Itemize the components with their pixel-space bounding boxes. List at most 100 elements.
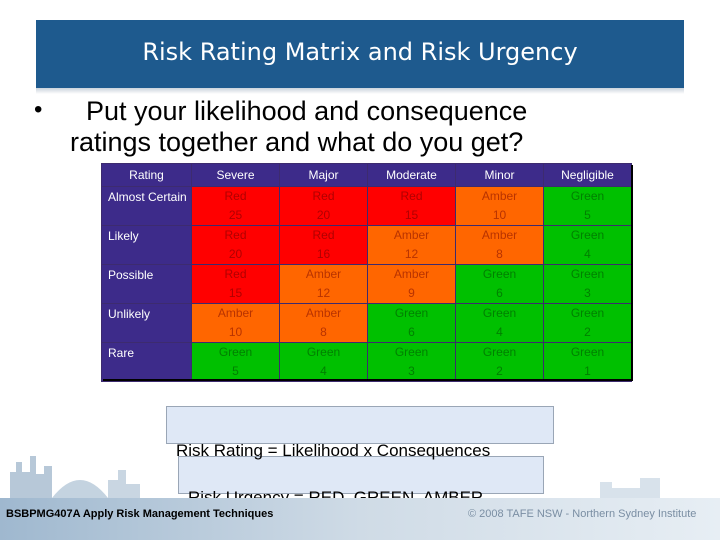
- risk-cell: Green 4: [543, 225, 632, 265]
- footer-skyline-graphic: [0, 456, 720, 540]
- risk-cell: Green 6: [367, 303, 456, 343]
- row-header-likelihood: Almost Certain: [101, 186, 192, 226]
- column-header: Moderate: [367, 163, 456, 187]
- table-row: Likely Red 20 Red 16 Amber 12 Amber 8 Green 4: [101, 225, 632, 265]
- risk-cell-rating: Green: [218, 345, 253, 359]
- risk-cell-value: 4: [496, 325, 503, 339]
- risk-cell: Red 15: [191, 264, 280, 304]
- risk-cell-rating: Green: [570, 345, 605, 359]
- risk-cell-value: 12: [404, 247, 419, 261]
- risk-cell-value: 1: [584, 364, 591, 378]
- column-header: Minor: [455, 163, 544, 187]
- risk-cell-rating: Green: [570, 267, 605, 281]
- risk-cell-rating: Red: [224, 189, 247, 203]
- table-row: Possible Red 15 Amber 12 Amber 9 Green 6 Green 3: [101, 264, 632, 304]
- slide-title: Risk Rating Matrix and Risk Urgency: [142, 38, 578, 66]
- risk-cell-rating: Green: [482, 267, 517, 281]
- risk-cell-value: 8: [496, 247, 503, 261]
- column-header: Negligible: [543, 163, 632, 187]
- risk-cell-value: 3: [408, 364, 415, 378]
- risk-cell: Green 3: [543, 264, 632, 304]
- footer-copyright: © 2008 TAFE NSW - Northern Sydney Instit…: [468, 508, 697, 520]
- risk-cell-value: 3: [584, 286, 591, 300]
- risk-cell-rating: Green: [570, 306, 605, 320]
- risk-cell-value: 2: [584, 325, 591, 339]
- row-header-likelihood: Rare: [101, 342, 192, 382]
- title-bar: Risk Rating Matrix and Risk Urgency: [36, 20, 684, 88]
- risk-cell: Red 16: [279, 225, 368, 265]
- risk-cell: Amber 12: [279, 264, 368, 304]
- risk-cell: Green 2: [455, 342, 544, 382]
- risk-cell-rating: Green: [306, 345, 341, 359]
- column-header: Major: [279, 163, 368, 187]
- risk-cell: Red 25: [191, 186, 280, 226]
- risk-cell: Red 20: [279, 186, 368, 226]
- risk-cell: Amber 12: [367, 225, 456, 265]
- risk-cell: Green 3: [367, 342, 456, 382]
- risk-cell-rating: Green: [482, 306, 517, 320]
- risk-cell: Green 5: [543, 186, 632, 226]
- risk-cell-value: 20: [316, 208, 331, 222]
- risk-cell-value: 4: [320, 364, 327, 378]
- risk-cell: Amber 9: [367, 264, 456, 304]
- risk-cell-value: 20: [228, 247, 243, 261]
- risk-cell-rating: Amber: [217, 306, 254, 320]
- risk-cell-rating: Amber: [481, 189, 518, 203]
- risk-cell-value: 10: [228, 325, 243, 339]
- row-header-likelihood: Unlikely: [101, 303, 192, 343]
- risk-cell-value: 2: [496, 364, 503, 378]
- risk-cell-rating: Red: [312, 189, 335, 203]
- risk-cell-value: 15: [404, 208, 419, 222]
- risk-cell: Green 4: [279, 342, 368, 382]
- risk-cell-value: 9: [408, 286, 415, 300]
- bullet-icon: •: [34, 96, 43, 123]
- risk-cell-rating: Green: [394, 306, 429, 320]
- risk-cell-value: 6: [496, 286, 503, 300]
- matrix-corner-label: Rating: [101, 163, 192, 187]
- risk-cell-value: 12: [316, 286, 331, 300]
- risk-cell-value: 8: [320, 325, 327, 339]
- bullet-text-line1: Put your likelihood and consequence: [86, 96, 528, 126]
- row-header-likelihood: Possible: [101, 264, 192, 304]
- risk-cell: Green 6: [455, 264, 544, 304]
- risk-cell-rating: Red: [400, 189, 423, 203]
- risk-cell-rating: Amber: [305, 306, 342, 320]
- risk-cell-rating: Amber: [393, 228, 430, 242]
- bullet-text-line2: ratings together and what do you get?: [70, 127, 524, 157]
- risk-cell: Red 15: [367, 186, 456, 226]
- risk-cell: Amber 8: [279, 303, 368, 343]
- risk-cell-rating: Amber: [305, 267, 342, 281]
- table-row: Unlikely Amber 10 Amber 8 Green 6 Green 4 Green 2: [101, 303, 632, 343]
- footer-course-title: BSBPMG407A Apply Risk Management Techniq…: [6, 508, 274, 520]
- risk-cell: Amber 8: [455, 225, 544, 265]
- risk-cell-rating: Red: [224, 228, 247, 242]
- risk-rating-formula: Risk Rating = Likelihood x Consequences: [176, 441, 491, 460]
- risk-cell-value: 5: [232, 364, 239, 378]
- title-shadow: [36, 88, 684, 94]
- risk-cell-value: 16: [316, 247, 331, 261]
- risk-matrix: Rating Severe Major Moderate Minor Negli…: [101, 163, 632, 382]
- risk-cell-rating: Green: [570, 228, 605, 242]
- risk-cell-value: 10: [492, 208, 507, 222]
- risk-cell: Green 5: [191, 342, 280, 382]
- risk-cell-value: 15: [228, 286, 243, 300]
- risk-cell-rating: Red: [312, 228, 335, 242]
- risk-cell-rating: Green: [394, 345, 429, 359]
- risk-cell: Green 2: [543, 303, 632, 343]
- risk-cell: Amber 10: [455, 186, 544, 226]
- table-row: Rare Green 5 Green 4 Green 3 Green 2 Green 1: [101, 342, 632, 382]
- risk-cell-rating: Red: [224, 267, 247, 281]
- risk-cell-value: 4: [584, 247, 591, 261]
- risk-cell-value: 6: [408, 325, 415, 339]
- risk-cell: Red 20: [191, 225, 280, 265]
- matrix-header-row: Rating Severe Major Moderate Minor Negli…: [101, 163, 632, 187]
- table-row: Almost Certain Red 25 Red 20 Red 15 Amber 10 Gree…: [101, 186, 632, 226]
- row-header-likelihood: Likely: [101, 225, 192, 265]
- formula-box-urgency: [178, 456, 544, 494]
- risk-cell: Amber 10: [191, 303, 280, 343]
- formula-box-rating: [166, 406, 554, 444]
- risk-cell: Green 4: [455, 303, 544, 343]
- risk-cell-rating: Green: [570, 189, 605, 203]
- risk-cell: Green 1: [543, 342, 632, 382]
- risk-cell-value: 5: [584, 208, 591, 222]
